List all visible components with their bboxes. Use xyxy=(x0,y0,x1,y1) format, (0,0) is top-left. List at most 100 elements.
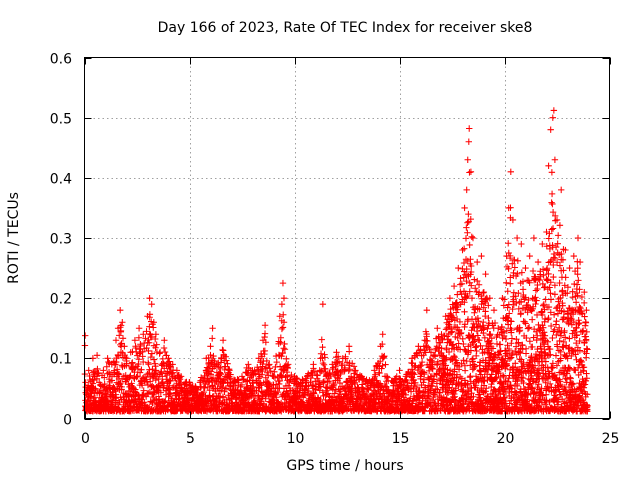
data-point xyxy=(192,385,199,392)
data-point-bg xyxy=(416,363,424,370)
data-point-bg xyxy=(570,318,578,326)
y-tick-label: 0 xyxy=(63,413,72,429)
data-point xyxy=(322,373,330,380)
data-point xyxy=(104,355,111,362)
data-point-bg xyxy=(545,303,553,311)
data-point-bg xyxy=(175,396,182,403)
data-point xyxy=(266,361,273,368)
data-point-bg xyxy=(457,275,464,282)
data-point-bg xyxy=(89,380,97,387)
data-point-bg xyxy=(477,368,485,375)
data-point-bg xyxy=(476,366,484,374)
data-point-bg xyxy=(541,332,549,339)
data-point-bg xyxy=(469,339,476,346)
data-point-bg xyxy=(449,342,456,349)
data-point-bg xyxy=(443,388,451,396)
chart-title: Day 166 of 2023, Rate Of TEC Index for r… xyxy=(158,20,533,36)
data-point-bg xyxy=(529,295,536,302)
data-point xyxy=(156,349,164,356)
data-point-bg xyxy=(547,290,554,297)
data-point-bg xyxy=(131,368,138,376)
data-point-bg xyxy=(138,382,146,389)
data-point-bg xyxy=(488,335,495,342)
data-point-bg xyxy=(448,313,456,321)
data-point-bg xyxy=(479,289,487,296)
data-point xyxy=(249,367,256,374)
data-point-bg xyxy=(573,289,581,297)
data-point-bg xyxy=(484,325,491,332)
data-point-bg xyxy=(139,353,146,360)
data-point-bg xyxy=(502,335,510,343)
data-point-bg xyxy=(157,389,165,396)
data-point-bg xyxy=(442,326,450,333)
grid-lines xyxy=(84,57,610,419)
data-point xyxy=(478,252,485,260)
data-point xyxy=(259,337,267,344)
data-point-bg xyxy=(467,347,475,354)
data-point-bg xyxy=(461,367,469,374)
data-point-bg xyxy=(542,358,550,365)
data-point-bg xyxy=(200,388,208,396)
data-point-bg xyxy=(493,374,500,382)
data-point-bg xyxy=(326,369,334,377)
data-point-bg xyxy=(525,324,533,331)
data-point-bg xyxy=(206,387,213,394)
data-point xyxy=(280,319,288,326)
data-point xyxy=(415,343,422,350)
data-point-bg xyxy=(267,368,274,375)
data-point-bg xyxy=(475,375,483,383)
data-point xyxy=(279,279,287,287)
data-point-bg xyxy=(209,335,216,342)
data-point-bg xyxy=(546,284,553,291)
data-point-bg xyxy=(496,348,504,355)
data-point-bg xyxy=(464,219,471,226)
data-point-bg xyxy=(564,355,571,362)
data-point-bg xyxy=(436,389,444,397)
data-point-bg xyxy=(317,368,324,375)
data-point-bg xyxy=(324,378,331,386)
data-point-bg xyxy=(512,293,519,300)
data-point-bg xyxy=(480,304,487,311)
data-point-bg xyxy=(440,365,447,372)
data-point-bg xyxy=(470,393,477,400)
data-point xyxy=(339,355,346,362)
data-point-bg xyxy=(451,353,459,361)
data-point-bg xyxy=(467,215,474,223)
data-point-bg xyxy=(552,352,560,359)
data-point-bg xyxy=(553,305,560,312)
data-point-bg xyxy=(442,362,449,369)
data-point-bg xyxy=(511,264,518,271)
data-point-bg xyxy=(359,384,366,391)
data-point-bg xyxy=(166,382,173,389)
data-point-bg xyxy=(371,388,379,396)
data-point-bg xyxy=(540,329,548,336)
data-point-bg xyxy=(105,375,113,383)
data-point-bg xyxy=(515,289,522,297)
data-point-bg xyxy=(562,274,569,281)
data-point-bg xyxy=(532,287,540,294)
data-point-bg xyxy=(573,324,580,331)
data-point-bg xyxy=(573,339,580,347)
data-point-bg xyxy=(464,292,471,300)
data-point-bg xyxy=(146,323,153,330)
data-point xyxy=(329,361,336,368)
data-point-bg xyxy=(463,357,470,365)
data-point-bg xyxy=(501,387,509,395)
data-point-bg xyxy=(473,343,480,350)
data-point-bg xyxy=(514,257,522,265)
data-point-bg xyxy=(498,363,506,371)
data-point-bg xyxy=(335,375,343,382)
data-point-bg xyxy=(466,169,473,176)
data-point-bg xyxy=(167,377,174,385)
data-point-bg xyxy=(149,365,156,373)
data-point xyxy=(547,126,554,133)
data-point-bg xyxy=(551,254,559,262)
data-point-bg xyxy=(573,281,581,288)
data-point-bg xyxy=(153,341,160,348)
data-point xyxy=(461,204,468,212)
data-point xyxy=(219,337,227,344)
data-point-bg xyxy=(117,322,125,329)
data-point xyxy=(165,355,172,362)
x-axis-label: GPS time / hours xyxy=(286,458,403,474)
